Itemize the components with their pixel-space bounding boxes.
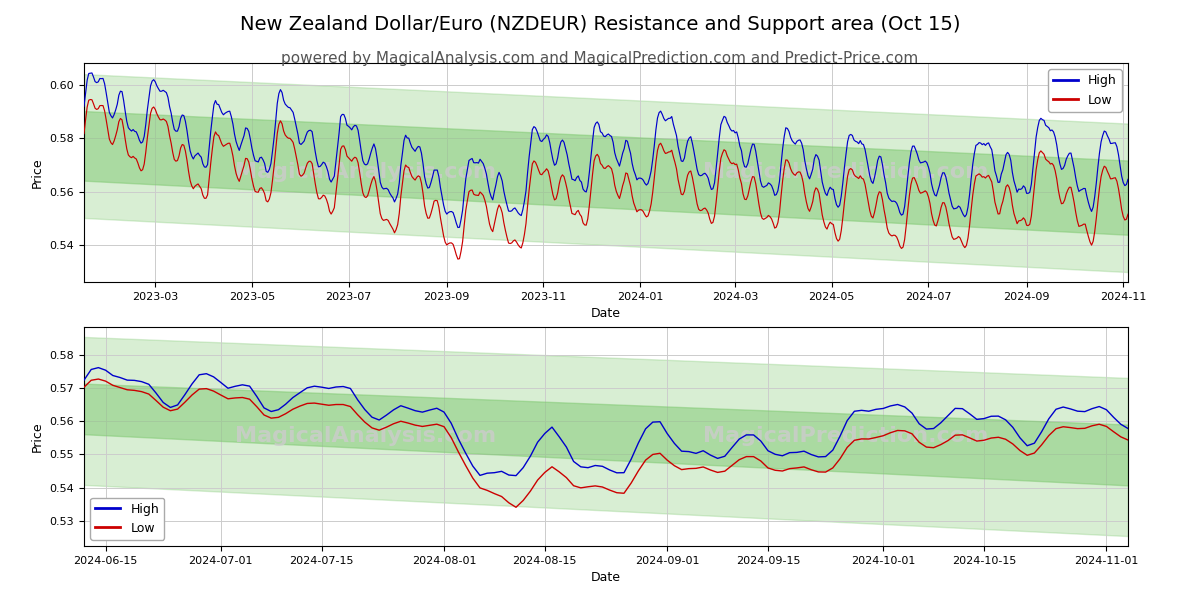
X-axis label: Date: Date: [592, 307, 622, 320]
X-axis label: Date: Date: [592, 571, 622, 584]
Text: MagicalAnalysis.com: MagicalAnalysis.com: [235, 427, 497, 446]
Y-axis label: Price: Price: [31, 421, 44, 452]
Y-axis label: Price: Price: [31, 157, 44, 188]
Legend: High, Low: High, Low: [1048, 69, 1122, 112]
Legend: High, Low: High, Low: [90, 497, 164, 540]
Text: New Zealand Dollar/Euro (NZDEUR) Resistance and Support area (Oct 15): New Zealand Dollar/Euro (NZDEUR) Resista…: [240, 15, 960, 34]
Text: MagicalAnalysis.com: MagicalAnalysis.com: [235, 163, 497, 182]
Text: MagicalPrediction.com: MagicalPrediction.com: [703, 427, 989, 446]
Text: powered by MagicalAnalysis.com and MagicalPrediction.com and Predict-Price.com: powered by MagicalAnalysis.com and Magic…: [281, 51, 919, 66]
Text: MagicalPrediction.com: MagicalPrediction.com: [703, 163, 989, 182]
